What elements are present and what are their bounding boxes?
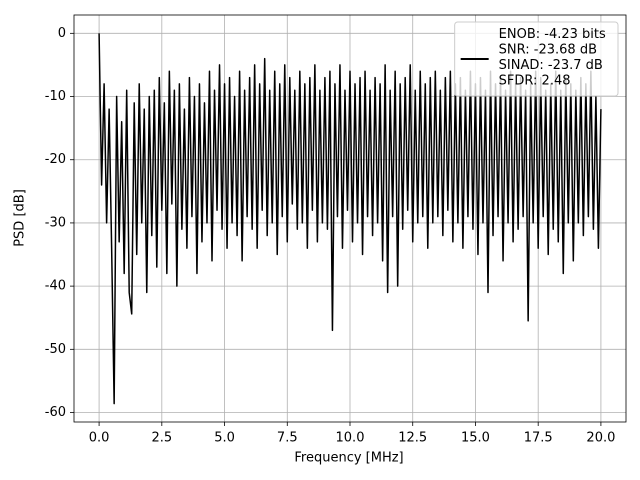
y-tick-label: 0 (58, 26, 66, 41)
x-tick-label: 12.5 (398, 431, 427, 446)
x-tick-label: 7.5 (277, 431, 298, 446)
y-axis-label: PSD [dB] (13, 189, 28, 247)
x-tick-label: 20.0 (586, 431, 615, 446)
plot-frame (73, 14, 627, 423)
legend: ENOB: -4.23 bits SNR: -23.68 dB SINAD: -23… (454, 21, 619, 97)
x-tick-label: 2.5 (151, 431, 172, 446)
data-line (98, 33, 602, 405)
legend-box (454, 21, 619, 97)
y-tick-label: -10 (45, 89, 66, 104)
x-tick-label: 17.5 (524, 431, 553, 446)
y-tick-label: -60 (45, 405, 66, 420)
y-tick-label: -40 (45, 279, 66, 294)
legend-label: ENOB: -4.23 bits SNR: -23.68 dB SINAD: -23… (499, 27, 606, 89)
x-tick-label: 0.0 (89, 431, 110, 446)
y-tick-label: -20 (45, 152, 66, 167)
x-tick-label: 15.0 (461, 431, 490, 446)
x-tick-label: 5.0 (214, 431, 235, 446)
x-tick-label: 10.0 (336, 431, 365, 446)
x-axis-label: Frequency [MHz] (294, 451, 403, 466)
y-tick-label: -30 (45, 215, 66, 230)
y-tick-label: -50 (45, 342, 66, 357)
